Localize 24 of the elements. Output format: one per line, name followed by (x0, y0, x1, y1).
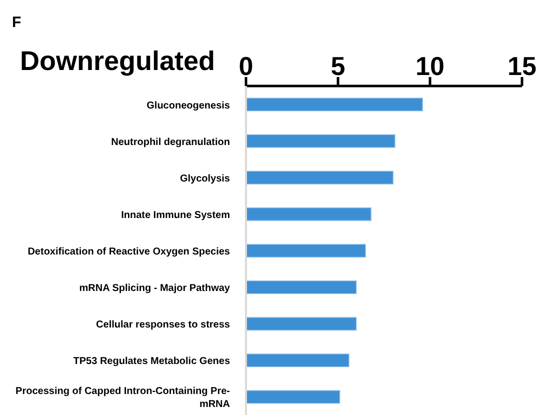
y-tick-label: Innate Immune System (121, 210, 230, 221)
bar (246, 134, 396, 148)
bar (246, 244, 366, 258)
bar (246, 353, 350, 368)
text: F (12, 14, 22, 31)
y-tick-label: Gluconeogenesis (146, 100, 230, 112)
bar (246, 98, 424, 112)
bar (246, 170, 394, 185)
x-tick-label: 10 (416, 51, 444, 81)
y-tick-label: mRNA Splicing - Major Pathway (79, 283, 230, 294)
bar (246, 207, 372, 222)
y-tick-label: Processing of Capped Intron-Containing Pre-mRNA (16, 386, 230, 410)
y-tick-label: Detoxification of Reactive Oxygen Species (28, 246, 230, 258)
y-tick-label: Cellular responses to stress (96, 320, 230, 331)
y-tick-label: TP53 Regulates Metabolic Genes (73, 356, 230, 368)
y-tick-label: Glycolysis (180, 173, 230, 184)
bar (246, 316, 357, 331)
x-tick-label: 0 (238, 51, 254, 81)
y-tick-label: Neutrophil degranulation (111, 136, 230, 148)
x-tick-label: 5 (330, 51, 346, 81)
bar (246, 390, 340, 404)
bar (246, 280, 357, 294)
chart-title: Downregulated (20, 46, 216, 77)
x-tick-label: 15 (508, 51, 536, 81)
